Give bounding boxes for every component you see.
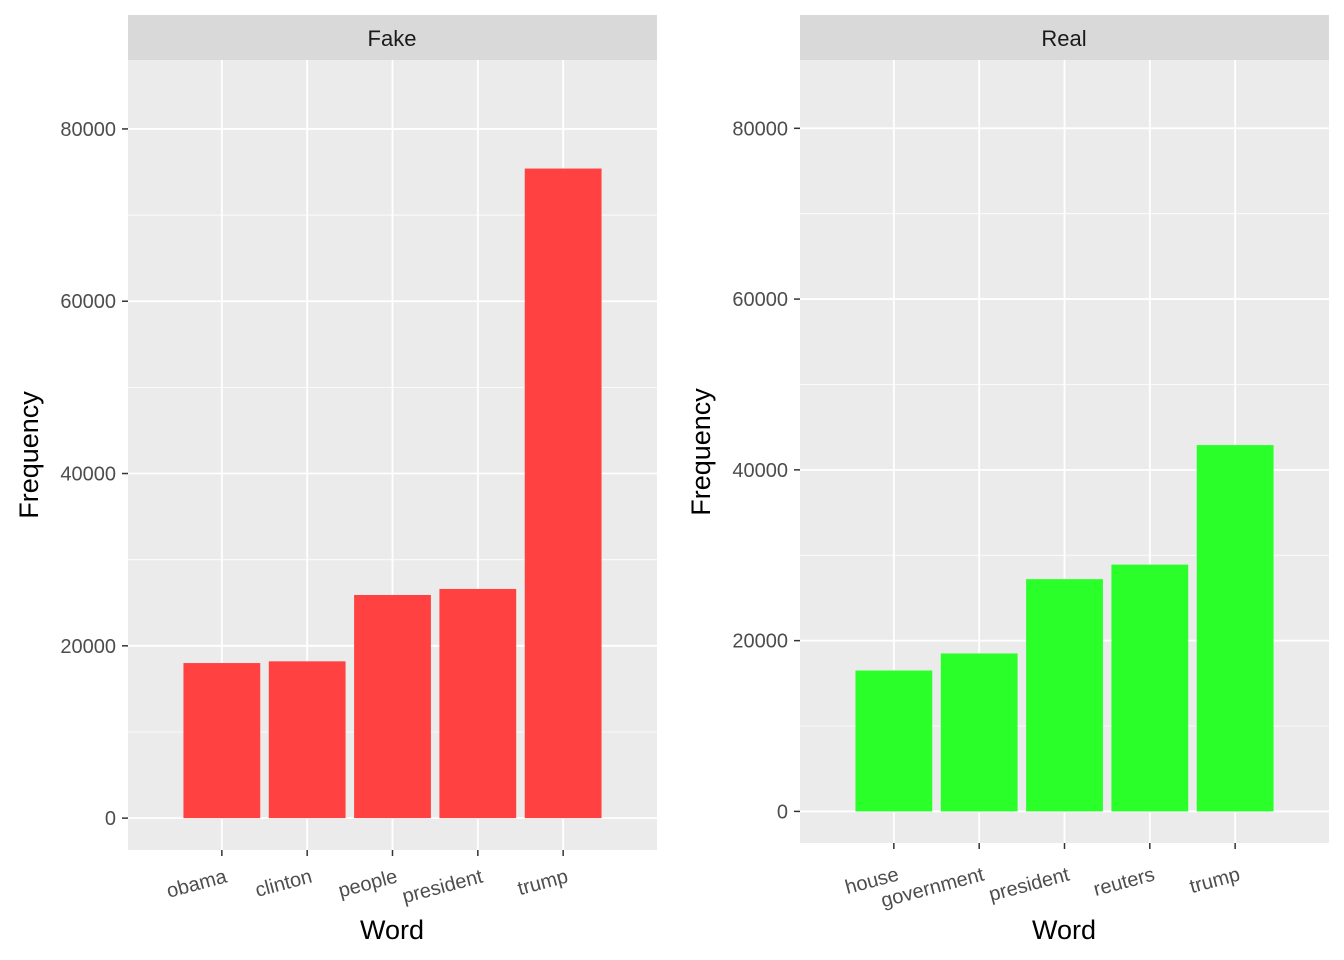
x-tick-label-reuters: reuters	[1091, 864, 1157, 901]
x-axis-title-fake: Word	[360, 915, 424, 945]
y-tick-label: 20000	[60, 636, 116, 658]
facet-strip-label-real: Real	[1041, 26, 1086, 51]
y-tick-label: 60000	[732, 289, 788, 311]
y-tick-label: 80000	[60, 119, 116, 141]
x-tick-label-people: people	[336, 866, 400, 903]
facet-panel-fake: Fake 0 20000 40000 60000 80000 obama clinton p…	[14, 15, 657, 945]
bar-trump	[524, 168, 602, 819]
bar-clinton	[268, 661, 346, 819]
bar-president	[1026, 579, 1103, 812]
bar-obama	[183, 663, 261, 819]
y-tick-label: 0	[105, 808, 116, 830]
y-tick-label: 0	[777, 801, 788, 823]
facet-strip-fake	[128, 15, 657, 60]
bar-president	[439, 588, 517, 819]
x-tick-label-clinton: clinton	[253, 866, 315, 902]
x-tick-label-president: president	[400, 865, 486, 908]
bar-reuters	[1111, 564, 1189, 812]
y-tick-label: 20000	[732, 631, 788, 653]
y-axis-fake: 0 20000 40000 60000 80000	[60, 119, 128, 830]
bars-real	[855, 445, 1274, 812]
facet-strip-real	[800, 15, 1329, 60]
bar-government	[940, 653, 1018, 812]
facet-strip-label-fake: Fake	[368, 26, 417, 51]
bar-people	[354, 594, 431, 819]
x-tick-label-obama: obama	[164, 865, 230, 902]
x-axis-fake: obama clinton people president trump	[164, 850, 570, 908]
bar-trump	[1196, 445, 1274, 812]
x-tick-label-trump: trump	[1187, 864, 1242, 898]
y-axis-title-fake: Frequency	[14, 391, 44, 519]
x-tick-label-president: president	[987, 863, 1073, 906]
y-tick-label: 40000	[60, 464, 116, 486]
y-axis-real: 0 20000 40000 60000 80000	[732, 118, 800, 823]
x-tick-label-trump: trump	[515, 866, 570, 900]
y-tick-label: 60000	[60, 291, 116, 313]
bars-fake	[183, 168, 602, 819]
y-tick-label: 40000	[732, 460, 788, 482]
x-axis-title-real: Word	[1032, 915, 1096, 945]
y-axis-title-real: Frequency	[686, 388, 716, 516]
y-tick-label: 80000	[732, 118, 788, 140]
bar-house	[855, 670, 933, 812]
